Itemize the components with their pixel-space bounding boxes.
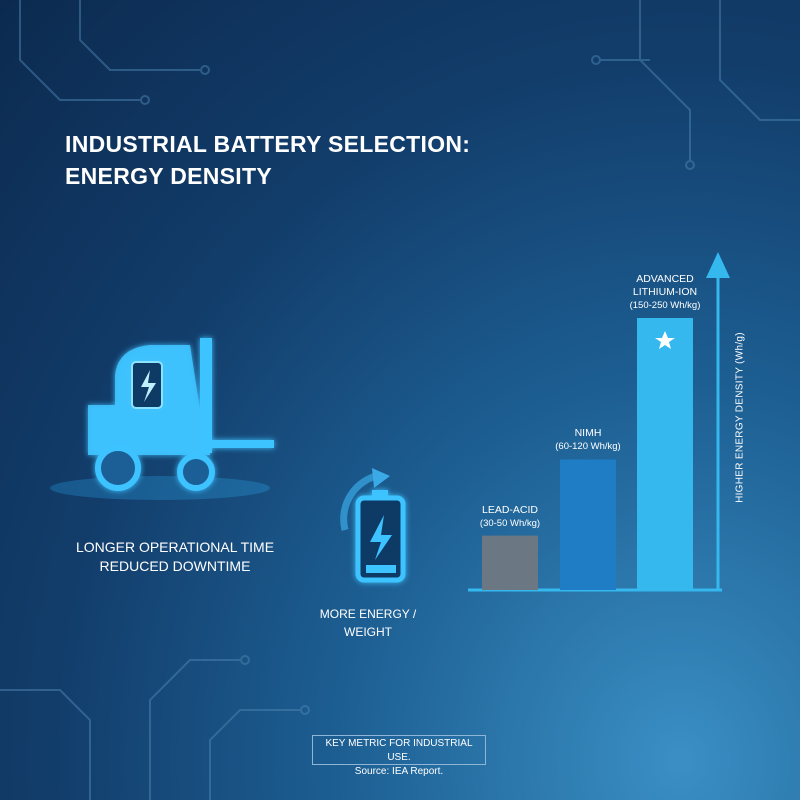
value-label: (30-50 Wh/kg): [479, 517, 541, 529]
category-label: NIMH: [574, 427, 602, 440]
axis-label: HIGHER ENERGY DENSITY (Wh/g): [734, 332, 746, 503]
value-label: (150-250 Wh/kg): [629, 300, 701, 311]
y-axis-arrow: [706, 252, 730, 278]
forklift-icon: [88, 338, 274, 491]
footer-note: KEY METRIC FOR INDUSTRIAL USE. Source: IE…: [312, 735, 486, 777]
caption: LONGER OPERATIONAL TIME REDUCED DOWNTIME: [75, 539, 275, 574]
bar: [482, 535, 538, 590]
battery-icon: [355, 490, 406, 583]
footer-source: Source: IEA Report.: [354, 766, 444, 777]
value-label: (60-120 Wh/kg): [555, 441, 621, 453]
caption: MORE ENERGY / WEIGHT: [319, 607, 417, 639]
arc: [340, 471, 381, 531]
bar: [560, 459, 616, 590]
star-icon: [655, 331, 675, 349]
title: INDUSTRIAL BATTERY SELECTION: ENERGY DEN…: [65, 131, 471, 189]
arc-arrow: [372, 468, 390, 488]
footer-text: KEY METRIC FOR INDUSTRIAL USE.: [325, 738, 473, 763]
category-label: ADVANCED LITHIUM-ION: [632, 273, 698, 298]
category-label: LEAD-ACID: [481, 503, 538, 516]
glow: [50, 476, 270, 500]
bar: [637, 318, 693, 590]
